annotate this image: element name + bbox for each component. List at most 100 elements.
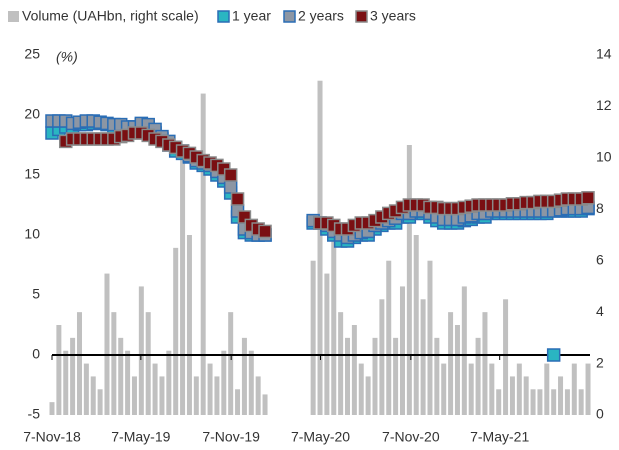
volume-bar xyxy=(90,376,96,415)
y-tick-label: 20 xyxy=(24,106,40,122)
volume-bar xyxy=(441,363,447,415)
y-axis-label: (%) xyxy=(56,49,78,65)
volume-bar xyxy=(255,376,261,415)
volume-bar xyxy=(585,363,591,415)
volume-bar xyxy=(475,337,481,415)
volume-bar xyxy=(372,337,378,415)
volume-bar xyxy=(420,299,426,415)
marker xyxy=(223,180,238,194)
volume-bar xyxy=(413,235,419,415)
volume-bar xyxy=(468,363,474,415)
legend-label: 1 year xyxy=(232,8,271,24)
volume-bar xyxy=(399,286,405,415)
volume-bar xyxy=(200,93,206,416)
volume-bar xyxy=(248,350,254,415)
volume-bar xyxy=(482,312,488,415)
x-tick-label: 7-Nov-20 xyxy=(382,429,440,445)
volume-bar xyxy=(111,312,117,415)
y-tick-label: 5 xyxy=(32,286,40,302)
y-tick-label: 25 xyxy=(24,46,40,62)
volume-bar xyxy=(145,312,151,415)
x-tick-label: 7-May-19 xyxy=(111,429,170,445)
legend-swatch xyxy=(283,10,296,23)
volume-bar xyxy=(317,80,323,415)
y-tick-label: 10 xyxy=(24,226,40,242)
volume-bar xyxy=(427,260,433,415)
volume-bar xyxy=(56,325,62,415)
volume-bar xyxy=(76,312,82,415)
y2-tick-label: 0 xyxy=(596,406,604,422)
volume-bar xyxy=(173,247,179,415)
volume-bar xyxy=(186,235,192,415)
volume-bar xyxy=(166,350,172,415)
legend-swatch xyxy=(217,10,230,23)
volume-bar xyxy=(365,376,371,415)
volume-bar xyxy=(558,376,564,415)
volume-bar xyxy=(393,337,399,415)
volume-bar xyxy=(345,337,351,415)
volume-bar xyxy=(70,337,76,415)
volume-bar xyxy=(97,389,103,415)
volume-bar xyxy=(386,260,392,415)
volume-bar xyxy=(262,394,268,415)
volume-bar xyxy=(578,389,584,415)
volume-bar xyxy=(228,312,234,415)
volume-bar xyxy=(551,389,557,415)
volume-bar xyxy=(448,312,454,415)
legend-label: Volume (UAHbn, right scale) xyxy=(22,8,199,24)
volume-bar xyxy=(351,325,357,415)
volume-bar xyxy=(523,376,529,415)
y2-tick-label: 4 xyxy=(596,303,604,319)
volume-bar xyxy=(49,402,55,415)
legend-label: 2 years xyxy=(298,8,344,24)
y2-tick-label: 8 xyxy=(596,200,604,216)
y2-tick-label: 2 xyxy=(596,354,604,370)
marker xyxy=(223,168,238,182)
marker xyxy=(230,192,245,206)
volume-bar xyxy=(406,145,412,415)
volume-bar xyxy=(516,363,522,415)
volume-bar xyxy=(461,286,467,415)
volume-bar xyxy=(324,273,330,415)
y2-tick-label: 10 xyxy=(596,149,612,165)
volume-bar xyxy=(571,363,577,415)
x-tick-label: 7-Nov-19 xyxy=(202,429,260,445)
volume-bar xyxy=(207,363,213,415)
volume-bar xyxy=(131,376,137,415)
volume-bar xyxy=(63,350,69,415)
volume-bar xyxy=(221,350,227,415)
x-tick-label: 7-Nov-18 xyxy=(23,429,81,445)
x-tick-label: 7-May-21 xyxy=(470,429,529,445)
volume-bar xyxy=(138,286,144,415)
volume-bar xyxy=(193,376,199,415)
volume-bar xyxy=(564,389,570,415)
volume-bar xyxy=(338,312,344,415)
volume-bar xyxy=(454,325,460,415)
volume-bar xyxy=(544,363,550,415)
volume-bar xyxy=(241,337,247,415)
volume-bar xyxy=(235,389,241,415)
volume-bar xyxy=(530,389,536,415)
x-tick-label: 7-May-20 xyxy=(291,429,350,445)
volume-bar xyxy=(331,235,337,415)
volume-bar xyxy=(379,299,385,415)
volume-bar xyxy=(537,389,543,415)
y2-tick-label: 6 xyxy=(596,251,604,267)
y2-tick-label: 12 xyxy=(596,97,612,113)
volume-bar xyxy=(496,389,502,415)
volume-bar xyxy=(310,260,316,415)
volume-bar xyxy=(434,337,440,415)
volume-bar xyxy=(118,337,124,415)
volume-bar xyxy=(159,376,165,415)
volume-bar xyxy=(503,299,509,415)
volume-bar xyxy=(180,145,186,415)
volume-bar xyxy=(214,376,220,415)
marker xyxy=(546,348,561,362)
volume-bar xyxy=(509,376,515,415)
volume-bar xyxy=(104,273,110,415)
y2-tick-label: 14 xyxy=(596,46,612,62)
marker xyxy=(581,191,595,205)
volume-bar xyxy=(358,363,364,415)
y-tick-label: -5 xyxy=(28,406,41,422)
